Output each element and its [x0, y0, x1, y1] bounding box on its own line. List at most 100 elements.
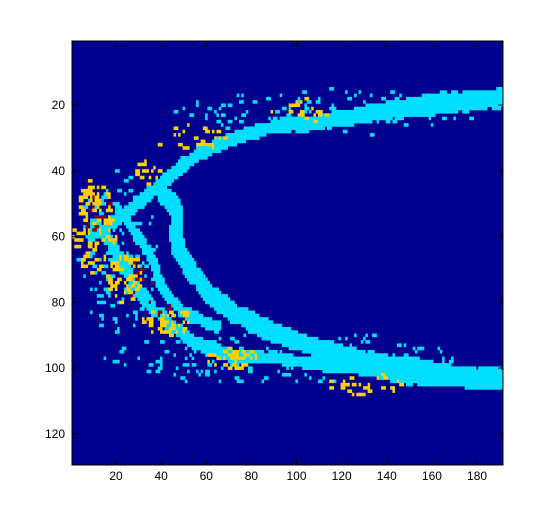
- heatmap-cell: [451, 356, 454, 361]
- heatmap-cell: [103, 241, 113, 246]
- heatmap-cell: [171, 165, 190, 170]
- heatmap-cell: [123, 287, 127, 292]
- heatmap-cell: [182, 340, 217, 344]
- heatmap-cell: [439, 90, 447, 94]
- heatmap-cell: [347, 389, 353, 393]
- heatmap-cell: [81, 264, 89, 269]
- heatmap-cell: [491, 106, 502, 111]
- heatmap-cell: [108, 205, 111, 209]
- heatmap-cell: [87, 231, 91, 236]
- heatmap-cell: [137, 264, 140, 269]
- heatmap-cell: [196, 287, 219, 292]
- heatmap-cell: [101, 195, 109, 200]
- heatmap-cell: [141, 261, 145, 265]
- heatmap-cell: [175, 323, 179, 328]
- heatmap-cell: [99, 323, 104, 328]
- heatmap-cell: [412, 346, 416, 351]
- x-tick-label: 180: [467, 469, 487, 483]
- heatmap-cell: [169, 234, 183, 239]
- heatmap-cell: [96, 300, 107, 305]
- heatmap-cell: [87, 238, 95, 242]
- heatmap-cell: [220, 113, 226, 117]
- heatmap-cell: [243, 333, 247, 338]
- heatmap-cell: [405, 96, 504, 101]
- heatmap-cell: [108, 287, 113, 292]
- heatmap-cell: [108, 202, 113, 206]
- heatmap-cell: [329, 106, 337, 111]
- heatmap-cell: [304, 96, 310, 101]
- heatmap-cell: [110, 264, 113, 269]
- heatmap-cell: [123, 363, 127, 367]
- heatmap-cell: [248, 369, 253, 374]
- heatmap-cell: [105, 234, 111, 239]
- heatmap-cell: [469, 116, 474, 121]
- heatmap-cell: [308, 376, 312, 380]
- heatmap-cell: [178, 159, 199, 163]
- heatmap-cell: [121, 254, 125, 259]
- heatmap-cell: [297, 100, 301, 104]
- heatmap-cell: [105, 277, 109, 282]
- heatmap-cell: [304, 106, 310, 111]
- heatmap-cell: [164, 326, 170, 331]
- heatmap-cell: [155, 175, 159, 180]
- heatmap-cell: [254, 353, 258, 357]
- heatmap-cell: [324, 113, 330, 117]
- heatmap-cell: [171, 218, 183, 223]
- heatmap-cell: [241, 363, 249, 367]
- heatmap-cell: [119, 349, 125, 354]
- heatmap-cell: [187, 320, 190, 324]
- heatmap-cell: [155, 359, 163, 364]
- heatmap-cell: [146, 185, 168, 190]
- heatmap-cell: [87, 228, 91, 232]
- heatmap-cell: [74, 238, 84, 242]
- heatmap-cell: [254, 356, 258, 361]
- axes-frame: [71, 40, 504, 466]
- heatmap-cell: [92, 264, 98, 269]
- heatmap-cell: [141, 251, 154, 255]
- heatmap-cell: [103, 356, 107, 361]
- heatmap-cell: [214, 307, 249, 311]
- heatmap-cell: [90, 208, 93, 213]
- heatmap-cell: [180, 376, 186, 380]
- heatmap-cell: [277, 369, 280, 374]
- heatmap-cell: [295, 100, 298, 104]
- heatmap-cell: [428, 116, 432, 121]
- heatmap-cell: [214, 363, 217, 367]
- heatmap-cell: [236, 363, 240, 367]
- heatmap-cell: [169, 238, 186, 242]
- heatmap-cell: [196, 284, 213, 288]
- heatmap-cell: [139, 277, 143, 282]
- heatmap-cell: [211, 139, 247, 144]
- heatmap-cell: [112, 241, 116, 246]
- heatmap-cell: [150, 330, 154, 334]
- heatmap-cell: [363, 336, 366, 341]
- heatmap-cell: [223, 349, 228, 354]
- heatmap-cell: [372, 333, 377, 338]
- heatmap-cell: [96, 205, 100, 209]
- heatmap-cell: [184, 356, 188, 361]
- heatmap-cell: [223, 136, 228, 140]
- heatmap-cell: [157, 313, 161, 318]
- heatmap-cell: [121, 257, 125, 262]
- heatmap-cell: [234, 359, 238, 364]
- heatmap-cell: [250, 356, 253, 361]
- heatmap-cell: [123, 205, 145, 209]
- heatmap-cell: [263, 376, 269, 380]
- heatmap-cell: [238, 353, 244, 357]
- heatmap-cell: [105, 238, 109, 242]
- heatmap-cell: [417, 382, 504, 387]
- heatmap-cell: [322, 113, 326, 117]
- heatmap-cell: [150, 169, 154, 173]
- heatmap-cell: [119, 300, 125, 305]
- heatmap-cell: [130, 231, 143, 236]
- heatmap-cell: [105, 290, 111, 295]
- heatmap-cell: [128, 274, 138, 278]
- heatmap-cell: [214, 330, 219, 334]
- heatmap-cell: [85, 234, 107, 239]
- heatmap-cell: [169, 225, 183, 229]
- heatmap-cell: [322, 376, 326, 380]
- heatmap-cell: [245, 349, 251, 354]
- heatmap-cell: [241, 113, 247, 117]
- heatmap-cell: [74, 244, 82, 249]
- heatmap-cell: [367, 389, 373, 393]
